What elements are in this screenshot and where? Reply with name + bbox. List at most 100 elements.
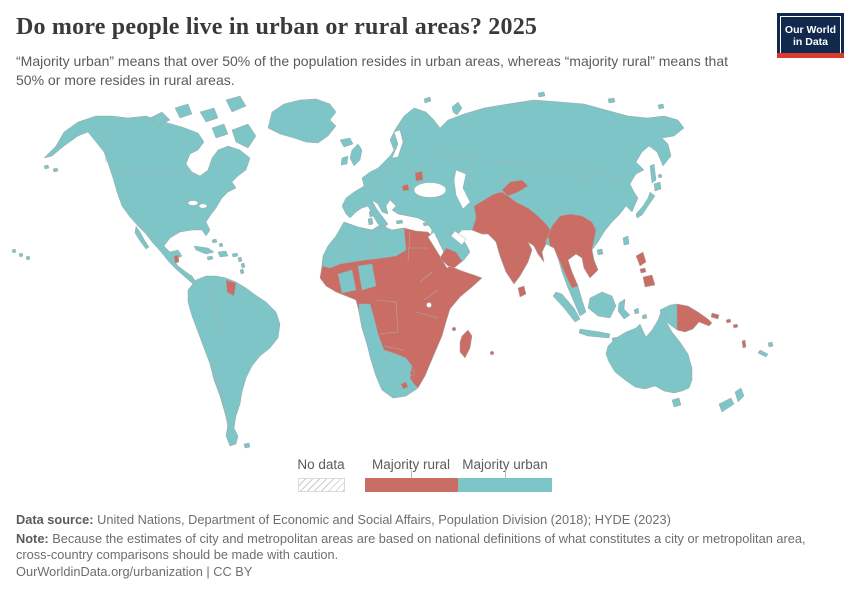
region-corsica[interactable] bbox=[368, 210, 374, 218]
region-sicily[interactable] bbox=[378, 224, 386, 230]
legend-swatch-majority-rural[interactable] bbox=[365, 478, 458, 492]
region-bahamas[interactable] bbox=[211, 238, 218, 244]
region-hawaii[interactable] bbox=[11, 248, 17, 254]
region-south-america[interactable] bbox=[187, 275, 281, 447]
region-new-zealand-south[interactable] bbox=[718, 397, 735, 413]
region-hokkaido[interactable] bbox=[653, 181, 662, 192]
region-falkland-islands[interactable] bbox=[243, 442, 251, 449]
region-new-siberian-islands[interactable] bbox=[607, 97, 616, 104]
region-eswatini[interactable] bbox=[409, 369, 416, 377]
region-lesser-antilles[interactable] bbox=[239, 268, 245, 275]
region-puerto-rico[interactable] bbox=[231, 252, 239, 258]
region-moluccas[interactable] bbox=[633, 307, 640, 315]
region-ghana-ivory-coast[interactable] bbox=[337, 269, 357, 294]
legend-tick bbox=[505, 470, 506, 478]
region-moluccas[interactable] bbox=[641, 313, 648, 320]
region-bosnia[interactable] bbox=[401, 183, 410, 192]
region-philippines-mindanao[interactable] bbox=[642, 274, 656, 288]
region-hawaii[interactable] bbox=[18, 252, 24, 258]
data-source-text: United Nations, Department of Economic a… bbox=[93, 512, 671, 527]
region-greenland[interactable] bbox=[267, 98, 337, 144]
legend-label-majority-rural[interactable]: Majority rural bbox=[371, 457, 450, 472]
region-vanuatu[interactable] bbox=[741, 339, 747, 349]
region-lesotho[interactable] bbox=[400, 381, 409, 390]
region-iceland[interactable] bbox=[339, 137, 354, 148]
region-yemen[interactable] bbox=[439, 247, 463, 269]
region-taiwan[interactable] bbox=[622, 235, 630, 246]
region-lesser-antilles[interactable] bbox=[240, 262, 246, 269]
owid-logo[interactable]: Our World in Data bbox=[777, 13, 844, 58]
region-baffin-island[interactable] bbox=[231, 123, 257, 149]
region-arctic-island[interactable] bbox=[149, 111, 171, 127]
region-crete[interactable] bbox=[395, 219, 404, 225]
region-new-britain[interactable] bbox=[710, 312, 720, 320]
region-java[interactable] bbox=[578, 328, 611, 339]
region-cyprus[interactable] bbox=[422, 221, 430, 227]
note-text: Because the estimates of city and metrop… bbox=[16, 531, 806, 562]
baltic-sea bbox=[391, 129, 404, 159]
region-comoros[interactable] bbox=[451, 326, 457, 332]
region-arctic-island[interactable] bbox=[225, 95, 247, 113]
region-sri-lanka[interactable] bbox=[517, 285, 527, 298]
legend-swatch-no-data[interactable] bbox=[298, 478, 345, 492]
black-sea bbox=[413, 182, 447, 198]
attribution-link[interactable]: OurWorldinData.org/urbanization | CC BY bbox=[16, 564, 253, 579]
data-source-label: Data source: bbox=[16, 512, 94, 527]
region-great-britain[interactable] bbox=[349, 143, 363, 167]
region-borneo[interactable] bbox=[587, 291, 617, 319]
region-bahamas[interactable] bbox=[218, 242, 224, 248]
region-aleutian-islands[interactable] bbox=[43, 164, 50, 170]
region-guyana[interactable] bbox=[225, 279, 237, 297]
region-papua-new-guinea[interactable] bbox=[676, 303, 713, 333]
region-novaya-zemlya[interactable] bbox=[451, 101, 463, 116]
region-fiji[interactable] bbox=[767, 341, 774, 348]
region-mauritius[interactable] bbox=[489, 350, 495, 356]
region-tasmania[interactable] bbox=[671, 397, 682, 408]
region-arctic-island[interactable] bbox=[211, 123, 229, 139]
region-hainan[interactable] bbox=[596, 248, 604, 256]
region-aleutian-islands[interactable] bbox=[52, 167, 59, 173]
region-arctic-island[interactable] bbox=[174, 103, 193, 119]
region-sakhalin[interactable] bbox=[649, 163, 657, 184]
region-australia[interactable] bbox=[605, 311, 693, 394]
legend-label-majority-urban[interactable]: Majority urban bbox=[462, 457, 548, 472]
region-arctic-island[interactable] bbox=[199, 107, 219, 123]
legend-tick bbox=[411, 470, 412, 478]
legend-swatch-majority-urban[interactable] bbox=[458, 478, 552, 492]
region-svalbard[interactable] bbox=[423, 96, 432, 104]
region-northwest-africa[interactable] bbox=[321, 221, 407, 269]
page-title: Do more people live in urban or rural ar… bbox=[16, 14, 538, 40]
region-hawaii[interactable] bbox=[25, 255, 31, 261]
legend-label-no-data[interactable]: No data bbox=[297, 457, 345, 472]
region-new-zealand-north[interactable] bbox=[734, 387, 745, 403]
region-wrangel-island[interactable] bbox=[657, 103, 665, 110]
region-cuba[interactable] bbox=[193, 245, 215, 255]
region-north-america[interactable] bbox=[43, 115, 251, 285]
region-sardinia[interactable] bbox=[367, 217, 374, 226]
region-hispaniola[interactable] bbox=[217, 250, 229, 258]
region-solomon-islands[interactable] bbox=[732, 323, 739, 329]
region-belize[interactable] bbox=[173, 254, 180, 264]
region-philippines-visayas[interactable] bbox=[639, 267, 647, 274]
region-jamaica[interactable] bbox=[206, 255, 214, 261]
region-new-caledonia[interactable] bbox=[757, 349, 769, 358]
region-severnaya-zemlya[interactable] bbox=[537, 91, 546, 98]
region-japan[interactable] bbox=[635, 191, 656, 219]
region-southeast-asia[interactable] bbox=[547, 213, 599, 289]
region-baja-california[interactable] bbox=[134, 225, 150, 250]
region-nigeria[interactable] bbox=[357, 263, 377, 291]
region-southwest-africa[interactable] bbox=[358, 303, 419, 399]
chart-subtitle: “Majority urban” means that over 50% of … bbox=[16, 53, 729, 88]
region-sumatra[interactable] bbox=[552, 291, 581, 323]
region-ireland[interactable] bbox=[340, 155, 349, 166]
region-tajikistan-kyrgyzstan[interactable] bbox=[501, 179, 529, 197]
owid-logo-background bbox=[777, 13, 844, 53]
region-sulawesi[interactable] bbox=[617, 298, 631, 320]
region-madagascar[interactable] bbox=[459, 329, 473, 359]
region-philippines-luzon[interactable] bbox=[635, 251, 647, 267]
region-solomon-islands[interactable] bbox=[725, 318, 732, 324]
region-lesser-antilles[interactable] bbox=[237, 256, 243, 263]
region-south-asia[interactable] bbox=[471, 191, 553, 285]
region-moldova[interactable] bbox=[414, 170, 424, 182]
region-kuril-islands[interactable] bbox=[657, 173, 663, 179]
